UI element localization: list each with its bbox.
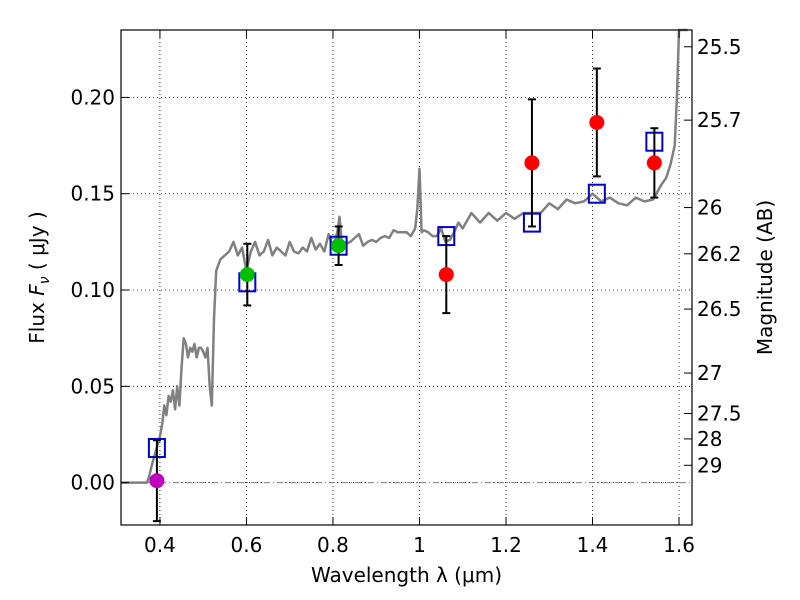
right-tick-label: 26.5 bbox=[697, 297, 742, 321]
x-tick-label: 1 bbox=[413, 533, 426, 557]
right-tick-label: 26.2 bbox=[697, 242, 742, 266]
y-axis-label: Flux Fν ( μJy ) bbox=[25, 211, 53, 343]
observed-optical-marker bbox=[331, 238, 347, 254]
model-photometry-marker bbox=[587, 183, 606, 204]
right-y-axis-label: Magnitude (AB) bbox=[753, 200, 777, 355]
gridlines bbox=[121, 30, 692, 525]
right-tick-label: 27 bbox=[697, 361, 722, 385]
y-tick-label: 0.10 bbox=[70, 278, 115, 302]
observed-nir-marker bbox=[524, 155, 540, 171]
y-tick-label: 0.15 bbox=[70, 182, 115, 206]
axis-ticks: 0.4 0.6 0.8 1 1.2 1.4 1.6 0.00 0.05 0.10 0.15 0.20 2… bbox=[70, 30, 742, 557]
observed-nir-marker bbox=[438, 267, 454, 283]
observed-nir-marker bbox=[646, 155, 662, 171]
x-tick-label: 0.6 bbox=[231, 533, 263, 557]
right-tick-label: 28 bbox=[697, 427, 722, 451]
plot-frame bbox=[120, 29, 693, 526]
x-tick-label: 1.4 bbox=[577, 533, 609, 557]
x-tick-label: 0.8 bbox=[317, 533, 349, 557]
right-tick-label: 27.5 bbox=[697, 401, 742, 425]
observed-nir-marker bbox=[589, 114, 605, 130]
right-tick-label: 26 bbox=[697, 196, 722, 220]
observed-optical-marker bbox=[239, 267, 255, 283]
x-axis-label: Wavelength λ (μm) bbox=[311, 563, 502, 587]
model-spectrum-line bbox=[121, 28, 688, 484]
x-tick-label: 1.2 bbox=[490, 533, 522, 557]
y-tick-label: 0.20 bbox=[70, 85, 115, 109]
y-tick-label: 0.05 bbox=[70, 374, 115, 398]
observed-u-marker bbox=[149, 473, 165, 489]
x-tick-label: 1.6 bbox=[663, 533, 695, 557]
x-tick-label: 0.4 bbox=[144, 533, 176, 557]
data-markers bbox=[147, 67, 664, 523]
right-tick-label: 25.5 bbox=[697, 35, 742, 59]
right-tick-label: 25.7 bbox=[697, 108, 742, 132]
y-tick-label: 0.00 bbox=[70, 471, 115, 495]
right-tick-label: 29 bbox=[697, 453, 722, 477]
